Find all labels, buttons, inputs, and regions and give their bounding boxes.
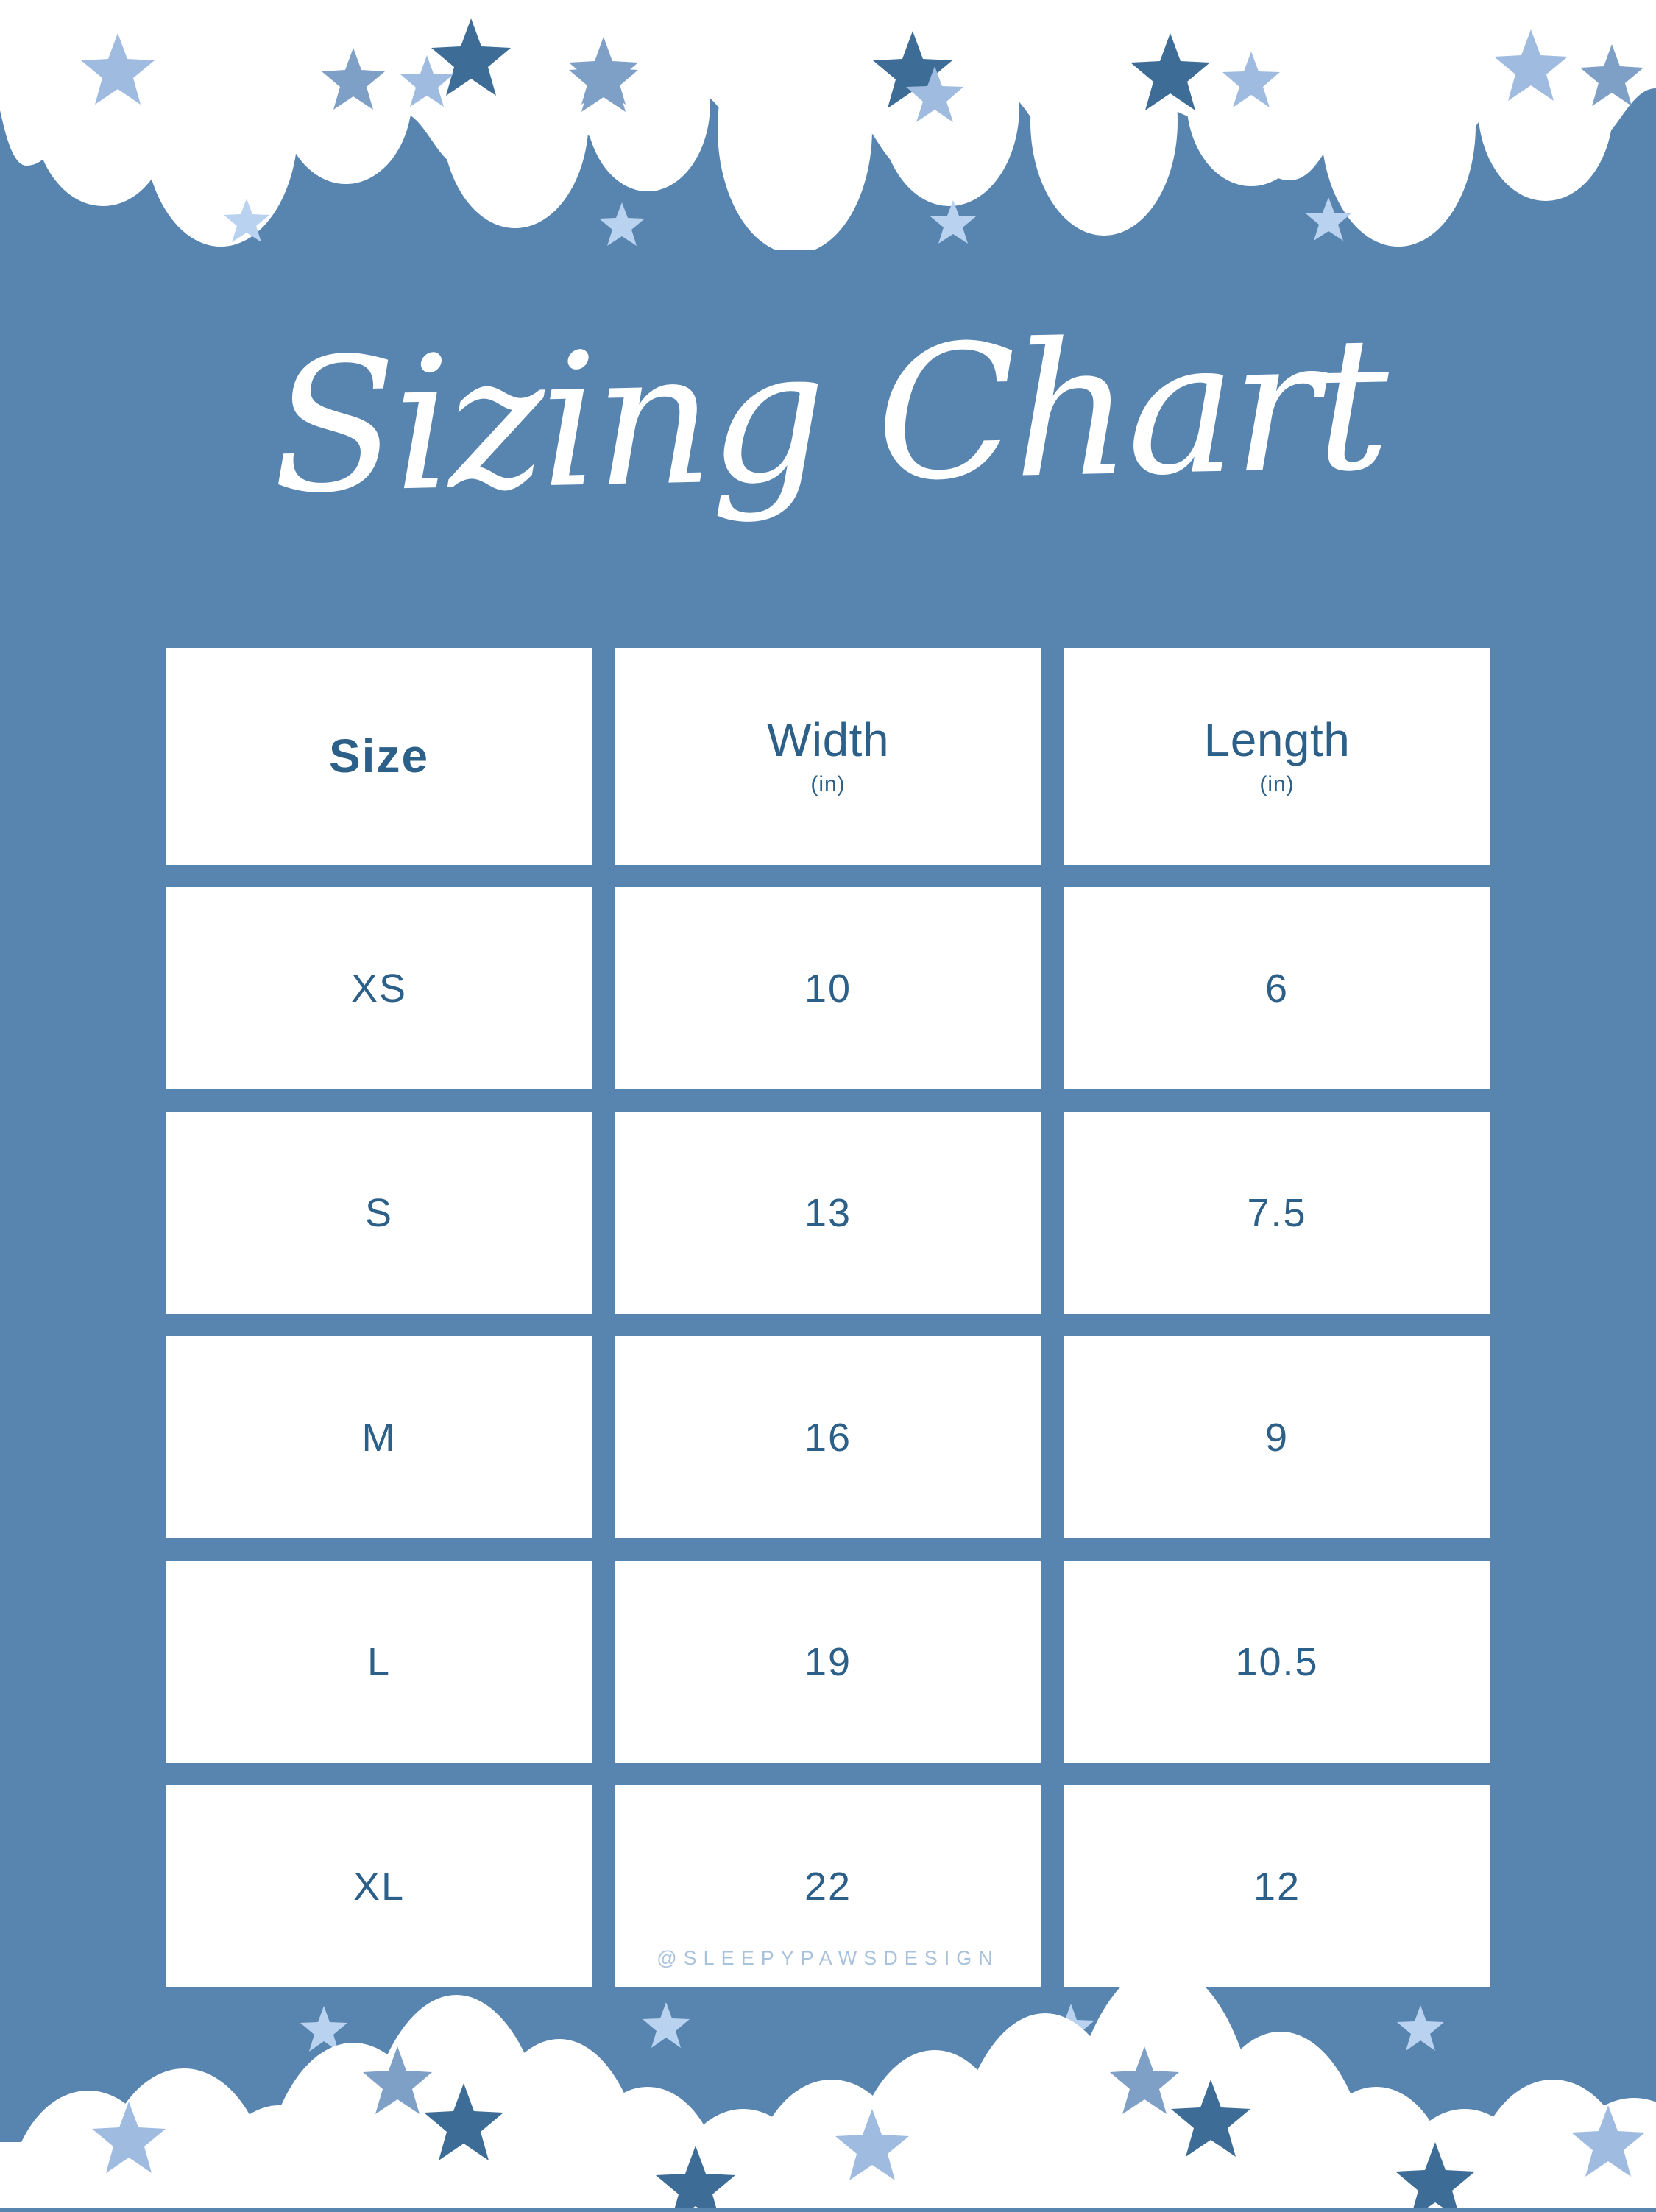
page-title-wrapper: Sizing Chart	[0, 243, 1656, 589]
table-row: L 19 10.5	[166, 1561, 1490, 1763]
header-cell-length: Length (in)	[1064, 648, 1490, 865]
value-length: 9	[1264, 1415, 1289, 1460]
value-size: L	[367, 1639, 392, 1684]
cell-width: 13	[615, 1112, 1041, 1314]
page-title: Sizing Chart	[269, 297, 1387, 534]
cell-size: L	[166, 1561, 592, 1763]
cell-width: 10	[615, 887, 1041, 1089]
cell-length: 10.5	[1064, 1561, 1490, 1763]
sizing-chart-table: Size Width (in) Length (in) XS 10 6 S 13…	[166, 648, 1490, 1987]
cell-width: 19	[615, 1561, 1041, 1763]
table-row: M 16 9	[166, 1336, 1490, 1538]
cell-length: 12	[1064, 1785, 1490, 1987]
value-size: XS	[350, 966, 408, 1011]
cell-size: S	[166, 1112, 592, 1314]
value-length: 12	[1253, 1864, 1301, 1909]
value-width: 10	[804, 966, 852, 1011]
value-width: 19	[804, 1639, 852, 1684]
header-label-size: Size	[328, 729, 430, 782]
cell-length: 9	[1064, 1336, 1490, 1538]
value-width: 16	[804, 1415, 852, 1460]
value-size: S	[364, 1190, 394, 1235]
table-header-row: Size Width (in) Length (in)	[166, 648, 1490, 865]
table-row: XL 22 12	[166, 1785, 1490, 1987]
cell-size: XS	[166, 887, 592, 1089]
header-cell-size: Size	[166, 648, 592, 865]
header-label-length: Length	[1203, 713, 1351, 766]
value-size: M	[361, 1415, 397, 1460]
cell-length: 6	[1064, 887, 1490, 1089]
cell-width: 16	[615, 1336, 1041, 1538]
header-label-width: Width	[766, 713, 890, 766]
top-cloud-decoration	[0, 0, 1656, 254]
value-size: XL	[353, 1864, 406, 1909]
header-cell-width: Width (in)	[615, 648, 1041, 865]
watermark-handle: @SLEEPYPAWSDESIGN	[657, 1947, 999, 1969]
cell-width: 22	[615, 1785, 1041, 1987]
value-width: 22	[804, 1864, 852, 1909]
table-row: XS 10 6	[166, 887, 1490, 1089]
header-unit-width: (in)	[810, 772, 846, 797]
cell-size: M	[166, 1336, 592, 1538]
value-width: 13	[804, 1190, 852, 1235]
value-length: 6	[1264, 966, 1289, 1011]
table-row: S 13 7.5	[166, 1112, 1490, 1314]
cell-size: XL	[166, 1785, 592, 1987]
cell-length: 7.5	[1064, 1112, 1490, 1314]
star-cluster-top	[81, 18, 1643, 246]
value-length: 7.5	[1247, 1190, 1307, 1235]
value-length: 10.5	[1235, 1639, 1319, 1684]
star-cluster-bottom-overlay	[92, 2046, 1645, 2212]
header-unit-length: (in)	[1259, 772, 1295, 797]
star-cluster-bottom	[300, 2002, 1444, 2052]
